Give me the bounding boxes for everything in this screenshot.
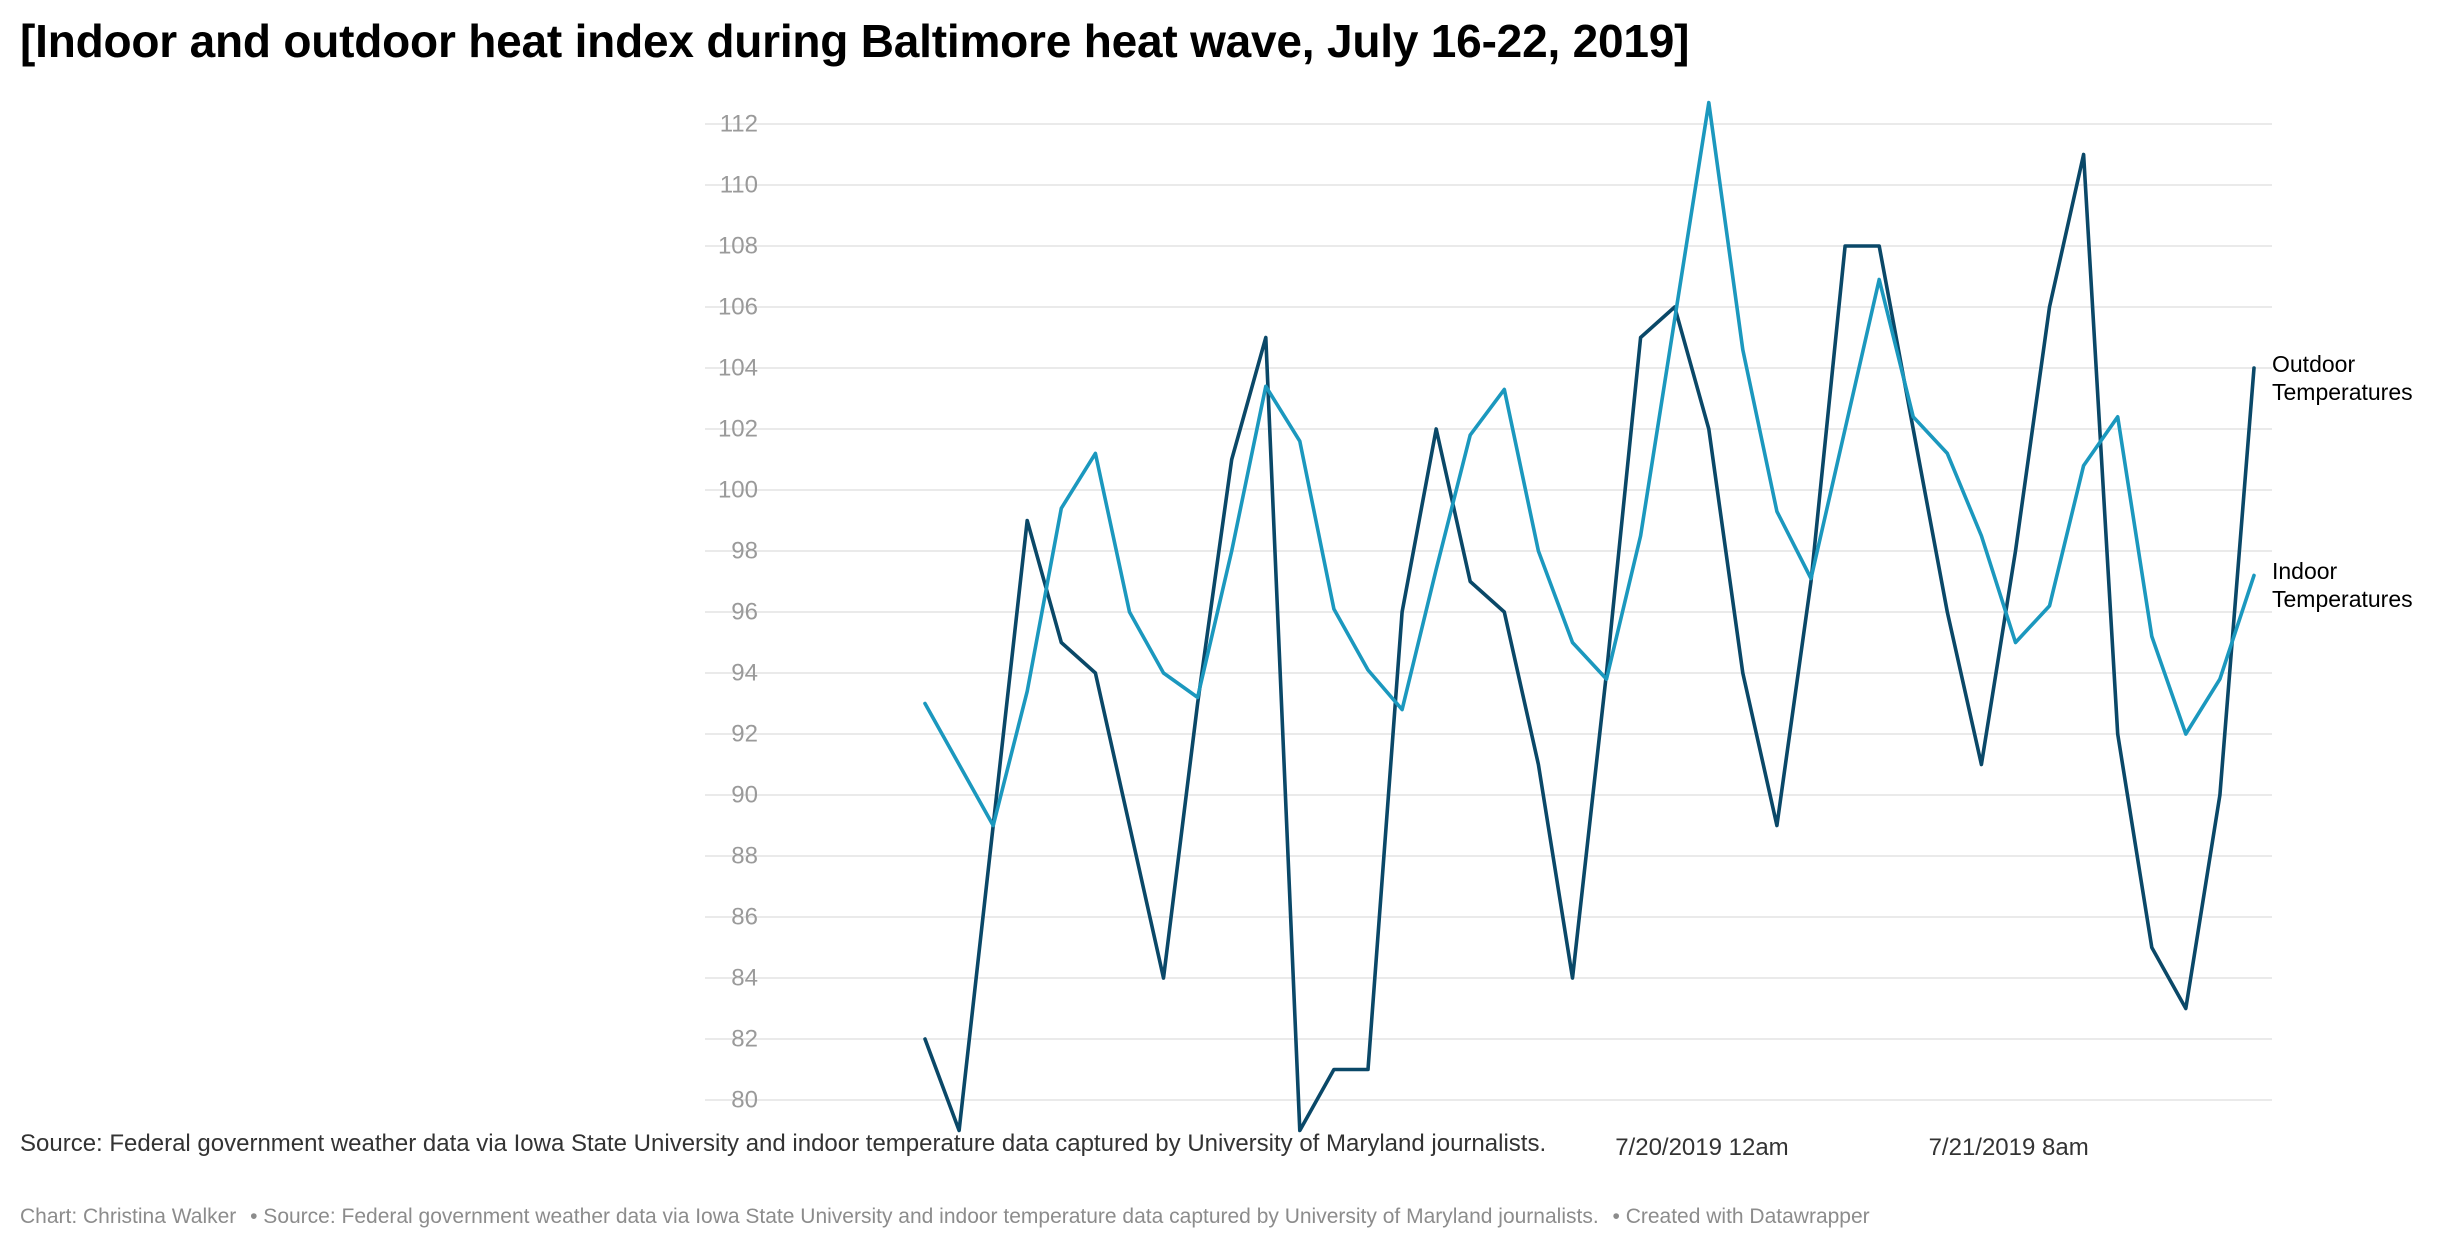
y-tick-label: 112	[720, 111, 758, 138]
y-tick-label: 98	[731, 538, 758, 565]
chart-title: [Indoor and outdoor heat index during Ba…	[20, 15, 1690, 67]
x-axis-ticks: 7/20/2019 12am 7/21/2019 8am	[1615, 1134, 2088, 1161]
y-tick-label: 90	[731, 782, 758, 809]
y-tick-label: 110	[720, 172, 758, 199]
y-tick-label: 100	[718, 477, 758, 504]
footer: Chart: Christina Walker • Source: Federa…	[20, 1205, 1878, 1229]
y-tick-label: 88	[731, 843, 758, 870]
footer-created: • Created with Datawrapper	[1612, 1205, 1870, 1228]
footer-credit: Chart: Christina Walker	[20, 1205, 237, 1228]
series-line-indoor	[923, 100, 2256, 828]
y-tick-label: 82	[731, 1026, 758, 1053]
footer-source: • Source: Federal government weather dat…	[250, 1205, 1599, 1228]
y-tick-label: 108	[718, 233, 758, 260]
y-tick-label: 92	[731, 721, 758, 748]
x-tick-label: 7/21/2019 8am	[1929, 1134, 2089, 1161]
series-lines	[923, 100, 2256, 1133]
y-tick-label: 84	[731, 965, 758, 992]
gridlines	[705, 123, 2272, 1101]
y-tick-label: 104	[718, 355, 758, 382]
y-tick-label: 96	[731, 599, 758, 626]
y-tick-label: 80	[731, 1087, 758, 1114]
series-label: Outdoor Temperatures	[2272, 351, 2413, 405]
y-tick-label: 94	[731, 660, 758, 687]
y-axis-ticks: 80 82 84 86 88 90 92 94 96 98 100 102 104 106 108 110 11…	[718, 111, 758, 1114]
series-labels: Outdoor Temperatures Indoor Temperatures	[2272, 351, 2413, 612]
x-tick-label: 7/20/2019 12am	[1615, 1134, 1788, 1161]
series-line-outdoor	[923, 152, 2256, 1133]
y-tick-label: 106	[718, 294, 758, 321]
y-tick-label: 102	[718, 416, 758, 443]
source-note: Source: Federal government weather data …	[20, 1130, 1547, 1157]
series-label: Indoor Temperatures	[2272, 558, 2413, 612]
y-tick-label: 86	[731, 904, 758, 931]
